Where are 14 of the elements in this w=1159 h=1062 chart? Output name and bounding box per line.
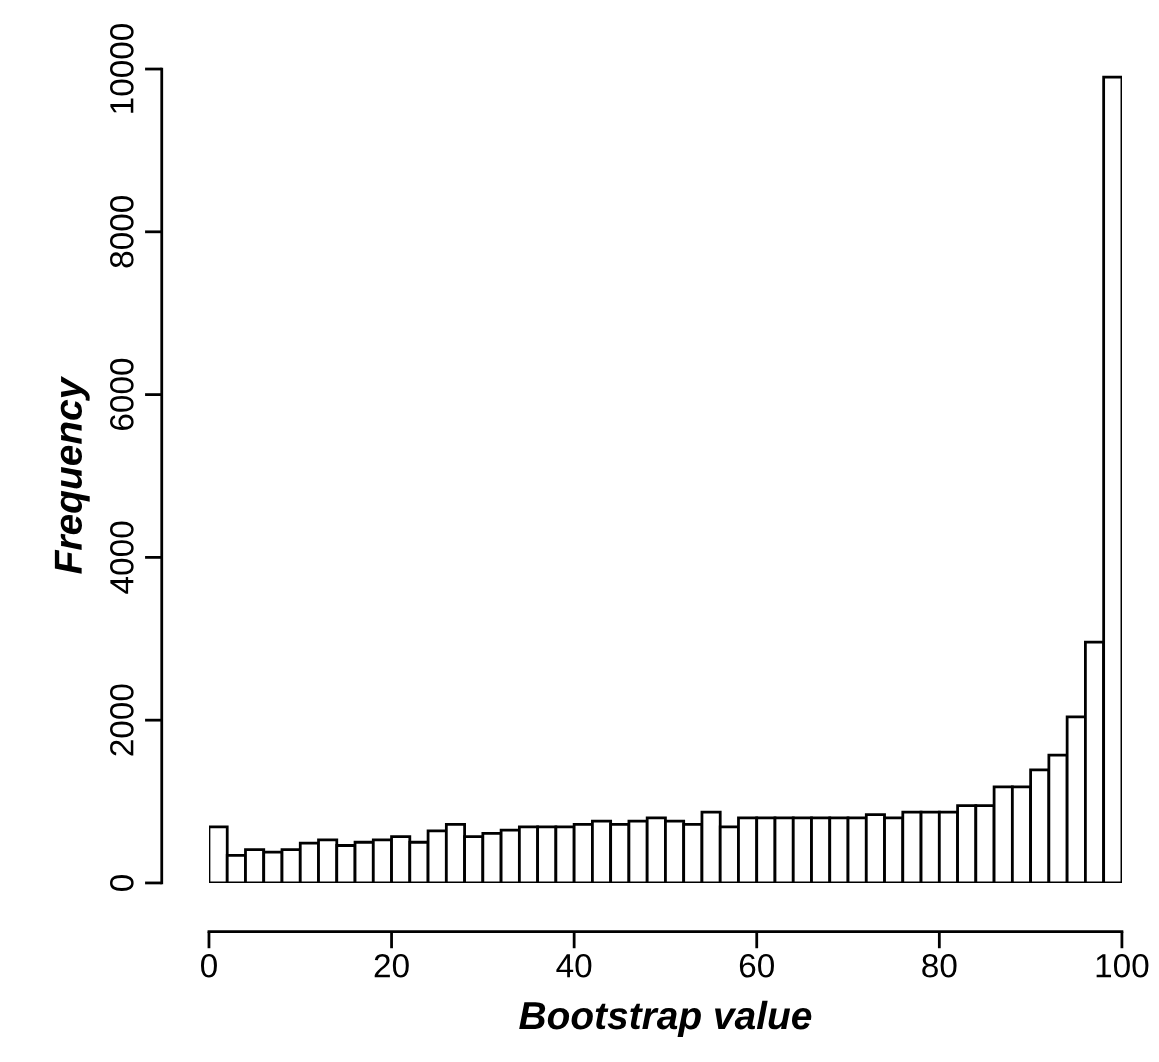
x-tick-label: 40 (556, 953, 592, 978)
x-tick-label: 80 (922, 953, 957, 978)
x-tick-label: 60 (739, 953, 774, 978)
y-tick-label: 10000 (110, 23, 134, 113)
x-tick-label: 100 (1096, 953, 1149, 978)
y-tick-label: 8000 (110, 196, 134, 268)
y-tick-label: 6000 (110, 358, 134, 430)
y-tick-label: 2000 (110, 684, 134, 756)
x-tick-label: 0 (201, 953, 217, 978)
y-axis-title: Frequency (54, 376, 90, 574)
x-axis-title: Bootstrap value (519, 1000, 812, 1038)
y-tick-label: 4000 (110, 521, 134, 594)
y-tick-label: 0 (110, 874, 134, 891)
x-tick-label: 20 (374, 953, 409, 978)
